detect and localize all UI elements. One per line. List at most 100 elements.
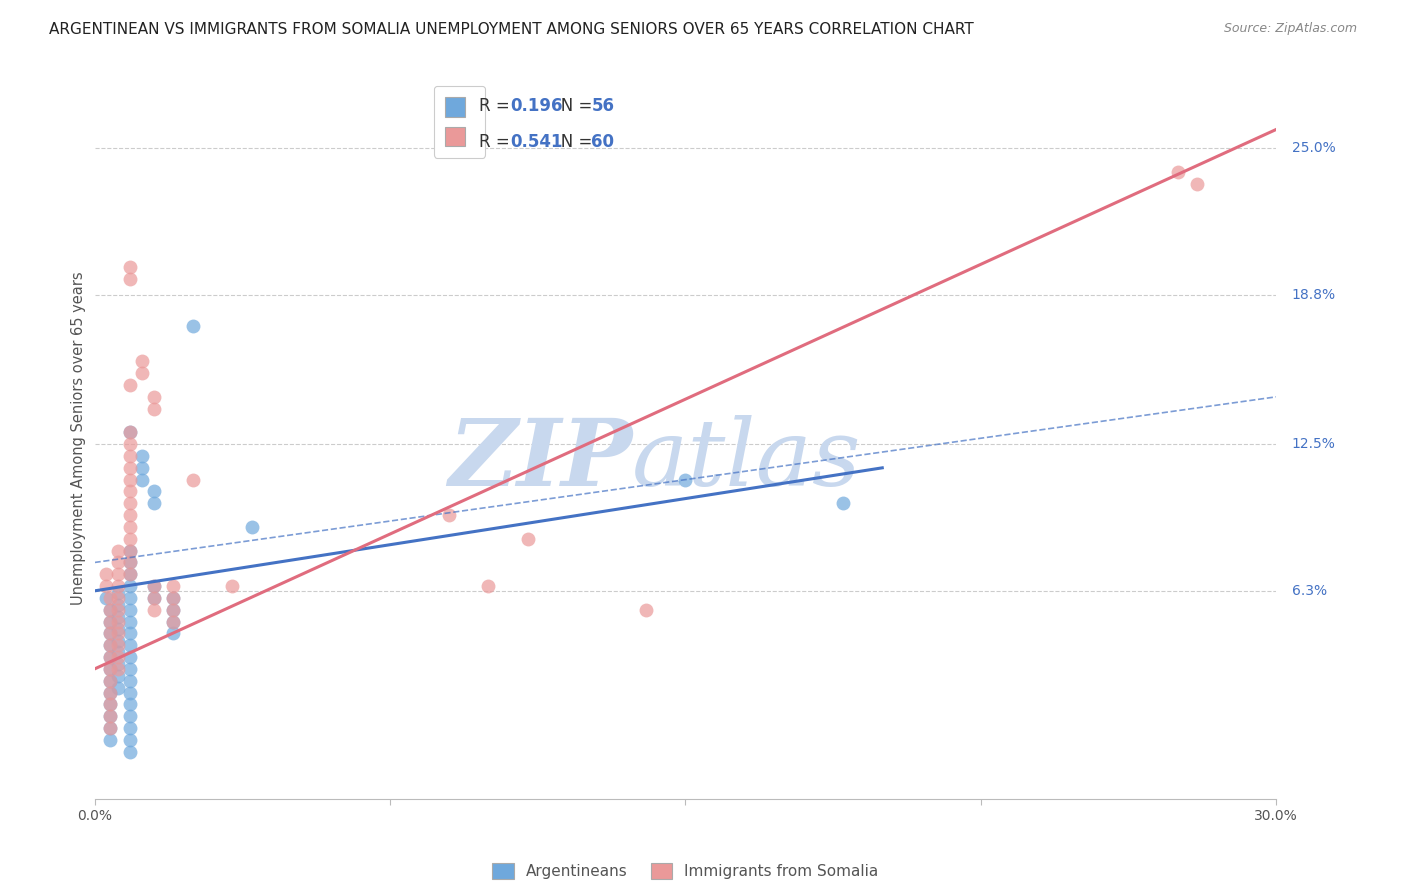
Text: N =: N =	[546, 97, 598, 115]
Point	[634, 603, 657, 617]
Point	[98, 698, 121, 712]
Text: ZIP: ZIP	[449, 415, 633, 505]
Point	[98, 615, 121, 629]
Point	[118, 732, 141, 747]
Point	[131, 354, 153, 368]
Point	[96, 567, 118, 582]
Text: 60: 60	[592, 133, 614, 151]
Point	[98, 615, 121, 629]
Point	[118, 556, 141, 570]
Point	[142, 591, 165, 605]
Point	[98, 662, 121, 676]
Point	[107, 543, 129, 558]
Point	[162, 603, 184, 617]
Point	[118, 615, 141, 629]
Point	[107, 669, 129, 683]
Point	[118, 378, 141, 392]
Point	[107, 662, 129, 676]
Point	[118, 626, 141, 640]
Point	[107, 567, 129, 582]
Point	[118, 591, 141, 605]
Point	[98, 591, 121, 605]
Point	[118, 484, 141, 499]
Point	[118, 579, 141, 593]
Point	[131, 473, 153, 487]
Point	[96, 591, 118, 605]
Point	[118, 603, 141, 617]
Point	[98, 721, 121, 735]
Point	[98, 673, 121, 688]
Text: 0.541: 0.541	[510, 133, 562, 151]
Point	[98, 721, 121, 735]
Text: 56: 56	[592, 97, 614, 115]
Point	[162, 615, 184, 629]
Point	[162, 603, 184, 617]
Point	[98, 698, 121, 712]
Point	[131, 449, 153, 463]
Point	[107, 598, 129, 612]
Point	[107, 556, 129, 570]
Point	[107, 622, 129, 636]
Point	[516, 532, 538, 546]
Point	[98, 673, 121, 688]
Point	[118, 567, 141, 582]
Point	[162, 591, 184, 605]
Point	[118, 425, 141, 440]
Point	[118, 673, 141, 688]
Point	[142, 401, 165, 416]
Point	[162, 626, 184, 640]
Point	[98, 626, 121, 640]
Point	[118, 543, 141, 558]
Text: Source: ZipAtlas.com: Source: ZipAtlas.com	[1223, 22, 1357, 36]
Point	[118, 698, 141, 712]
Point	[142, 390, 165, 404]
Y-axis label: Unemployment Among Seniors over 65 years: Unemployment Among Seniors over 65 years	[72, 271, 86, 605]
Point	[107, 626, 129, 640]
Point	[118, 567, 141, 582]
Point	[477, 579, 499, 593]
Point	[107, 579, 129, 593]
Point	[118, 449, 141, 463]
Text: 12.5%: 12.5%	[1292, 437, 1336, 451]
Text: 18.8%: 18.8%	[1292, 288, 1336, 302]
Point	[107, 586, 129, 600]
Point	[98, 638, 121, 652]
Point	[98, 603, 121, 617]
Point	[118, 520, 141, 534]
Point	[118, 508, 141, 523]
Point	[181, 318, 204, 333]
Point	[98, 709, 121, 723]
Point	[142, 496, 165, 510]
Point	[98, 626, 121, 640]
Legend: Argentineans, Immigrants from Somalia: Argentineans, Immigrants from Somalia	[486, 857, 884, 885]
Point	[118, 650, 141, 665]
Point	[107, 650, 129, 665]
Point	[1187, 177, 1209, 191]
Point	[107, 638, 129, 652]
Text: 6.3%: 6.3%	[1292, 584, 1327, 598]
Point	[118, 260, 141, 274]
Point	[98, 709, 121, 723]
Point	[831, 496, 853, 510]
Point	[162, 615, 184, 629]
Text: R =: R =	[479, 97, 515, 115]
Point	[107, 657, 129, 672]
Point	[98, 603, 121, 617]
Point	[98, 638, 121, 652]
Point	[118, 271, 141, 285]
Point	[142, 579, 165, 593]
Point	[118, 685, 141, 699]
Point	[107, 681, 129, 695]
Point	[118, 709, 141, 723]
Text: 0.196: 0.196	[510, 97, 562, 115]
Point	[98, 685, 121, 699]
Point	[162, 591, 184, 605]
Point	[118, 425, 141, 440]
Point	[107, 633, 129, 648]
Point	[437, 508, 460, 523]
Point	[107, 615, 129, 629]
Text: atlas: atlas	[633, 415, 862, 505]
Point	[240, 520, 263, 534]
Point	[118, 721, 141, 735]
Point	[107, 610, 129, 624]
